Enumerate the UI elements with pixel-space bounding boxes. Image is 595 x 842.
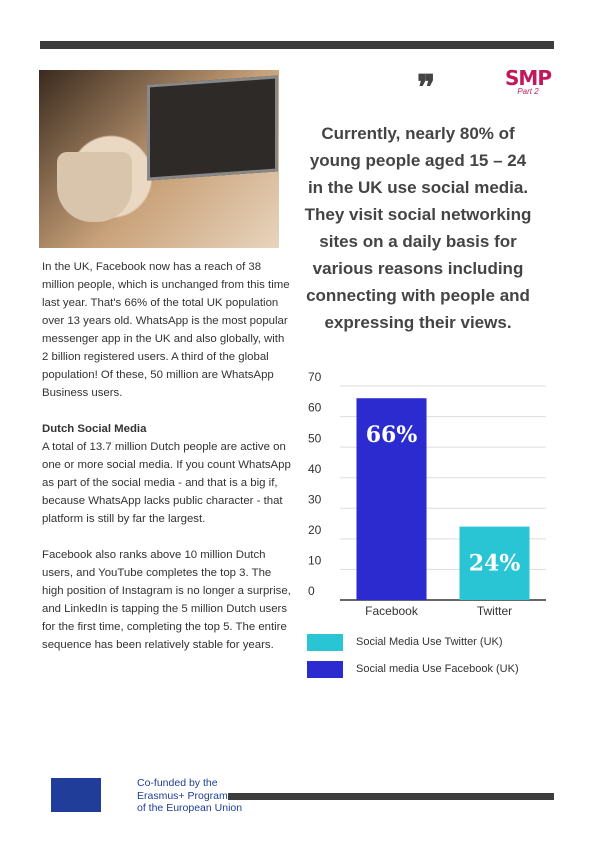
quote-line: They visit social networking xyxy=(304,205,532,224)
photo xyxy=(39,70,279,248)
eu-flag xyxy=(51,778,101,812)
quote-line: connecting with people and xyxy=(306,286,530,305)
value-label: 24% xyxy=(469,551,521,577)
legend-label: Social Media Use Twitter (UK) xyxy=(356,636,503,648)
funding-line: of the European Union xyxy=(137,802,243,814)
legend-swatch xyxy=(307,634,343,651)
paragraph: Facebook also ranks above 10 million Dut… xyxy=(42,549,291,651)
logo-title: SMP xyxy=(505,66,552,90)
quote-line: various reasons including xyxy=(312,259,524,278)
bar xyxy=(459,526,530,600)
bottom-bar xyxy=(228,793,554,800)
y-tick-label: 70 xyxy=(308,370,322,384)
quote-line: expressing their views. xyxy=(324,313,512,332)
y-tick-label: 50 xyxy=(308,431,322,445)
legend-label: Social media Use Facebook (UK) xyxy=(356,663,519,675)
quote-line: sites on a daily basis for xyxy=(319,232,517,251)
quote-line: in the UK use social media. xyxy=(307,178,529,197)
y-tick-label: 20 xyxy=(308,523,322,537)
quote: Currently, nearly 80% of young people age… xyxy=(300,120,536,336)
y-tick-label: 40 xyxy=(308,462,322,476)
paragraph: In the UK, Facebook now has a reach of 3… xyxy=(42,261,290,399)
funding-line: Erasmus+ Programme xyxy=(137,789,243,802)
cup xyxy=(57,152,132,222)
bar xyxy=(356,398,427,600)
x-tick-label: Facebook xyxy=(365,604,419,618)
legend-swatch xyxy=(307,661,343,678)
funding-text: Co-funded by the Erasmus+ Programme of the… xyxy=(137,777,242,815)
quote-line: Currently, nearly 80% of xyxy=(321,124,515,143)
logo: SMP Part 2 xyxy=(503,66,553,96)
quote-line: young people aged 15 – 24 xyxy=(309,151,527,170)
logo-subtitle: Part 2 xyxy=(517,87,539,96)
x-tick-label: Twitter xyxy=(477,604,512,618)
top-bar xyxy=(40,41,554,49)
heading: Dutch Social Media xyxy=(42,423,147,435)
paragraph: A total of 13.7 million Dutch people are… xyxy=(42,441,291,525)
funding-line: Co-funded by the xyxy=(137,777,218,789)
quote-icon: ❞ xyxy=(417,68,436,108)
y-tick-label: 30 xyxy=(308,492,322,506)
body-text: In the UK, Facebook now has a reach of 3… xyxy=(42,258,292,672)
value-label: 66% xyxy=(366,422,418,448)
y-tick-label: 10 xyxy=(308,554,322,568)
y-tick-label: 0 xyxy=(308,584,315,598)
y-tick-label: 60 xyxy=(308,401,322,415)
